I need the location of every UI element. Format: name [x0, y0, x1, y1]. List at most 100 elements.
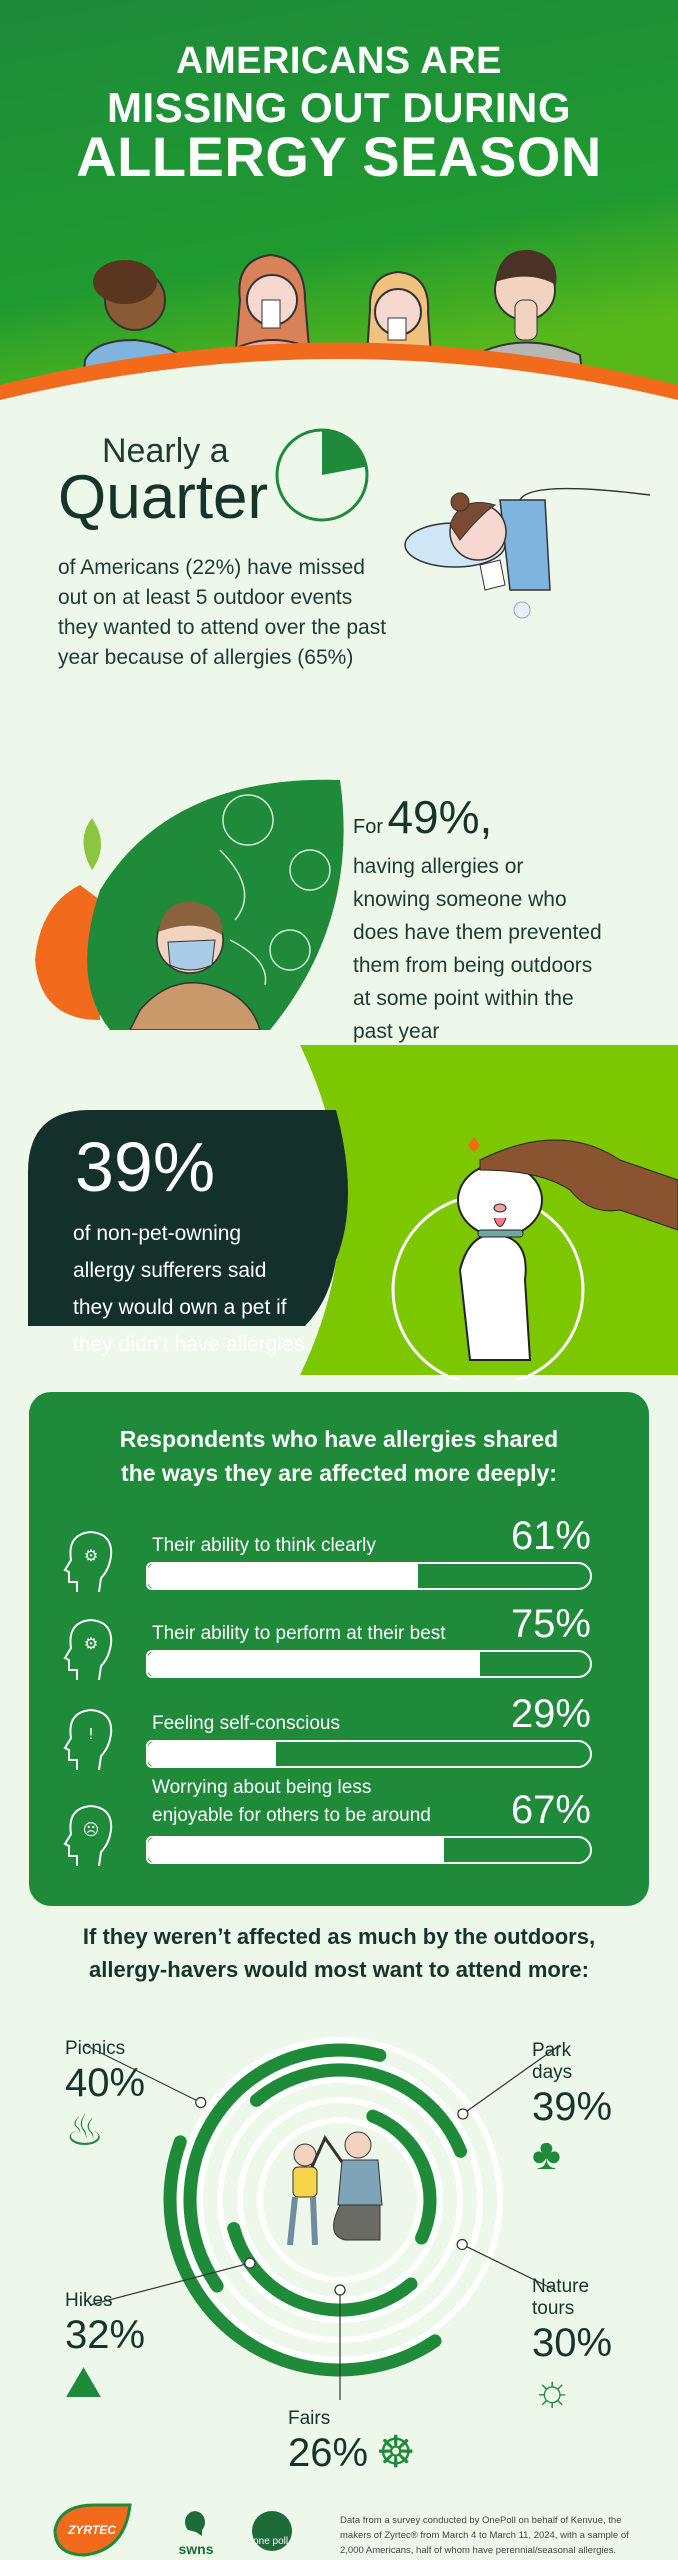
- effect-label: Their ability to think clearly: [152, 1535, 376, 1556]
- zyrtec-logo: ZYRTEC: [53, 2503, 132, 2557]
- pie-wedge: [322, 430, 367, 475]
- activity-label: days: [532, 2062, 573, 2083]
- head-gear-icon: ⚙: [63, 1618, 113, 1681]
- leader-arrow: [462, 2044, 561, 2115]
- effect-progress-bar: [146, 1562, 592, 1590]
- swns-logo: swns: [178, 2511, 214, 2557]
- high-five-illustration: [287, 2131, 383, 2246]
- activity-label: Nature: [532, 2276, 590, 2297]
- outdoors-prefix: For: [353, 816, 383, 838]
- survey-disclaimer: Data from a survey conducted by OnePoll …: [340, 2515, 629, 2556]
- effect-progress-fill: [148, 1838, 445, 1862]
- title-line: Respondents who have allergies shared: [119, 1426, 559, 1452]
- body-line: past year: [353, 1020, 440, 1043]
- activity-percent: 26%: [288, 2431, 369, 2475]
- activities-title: If they weren’t affected as much by the …: [0, 1920, 678, 1986]
- body-line: allergy sufferers said: [73, 1259, 267, 1282]
- effect-progress-bar: [146, 1836, 592, 1864]
- arc-marker-dot: [456, 2238, 468, 2251]
- quarter-intro: Nearly a: [102, 432, 229, 470]
- header-background: [0, 0, 678, 400]
- effect-label-block: Feeling self-conscious: [152, 1710, 340, 1738]
- svg-text:!: !: [89, 1726, 93, 1743]
- allergen-leaf-illustration: [35, 779, 344, 1030]
- arc-marker-dot: [457, 2108, 469, 2120]
- activity-label: Picnics: [65, 2038, 126, 2059]
- body-line: having allergies or: [353, 855, 524, 878]
- dog-illustration: [457, 1137, 678, 1361]
- onepoll-logo: one poll.: [252, 2511, 292, 2551]
- effect-progress-bar: [146, 1740, 592, 1768]
- effect-label: Worrying about being less: [152, 1777, 372, 1798]
- body-line: knowing someone who: [353, 888, 567, 911]
- activity-label: Park: [532, 2040, 572, 2061]
- effect-progress-fill: [148, 1742, 277, 1766]
- activity-percent: 32%: [65, 2313, 146, 2357]
- activity-park-days: Park days 39% ♣: [532, 2040, 612, 2180]
- body-line: out on at least 5 outdoor events: [58, 586, 353, 609]
- body-line: of non-pet-owning: [73, 1222, 242, 1245]
- leader-arrow: [461, 2243, 556, 2291]
- hiker-icon: ⛰: [65, 2358, 102, 2407]
- effect-label: Their ability to perform at their best: [152, 1623, 446, 1644]
- quarter-body: of Americans (22%) have missed out on at…: [58, 553, 386, 673]
- brand-logos: ZYRTEC swns one poll.: [53, 2503, 292, 2557]
- header-banner: AMERICANS ARE MISSING OUT DURING ALLERGY…: [0, 0, 678, 400]
- title-line-2: MISSING OUT DURING: [106, 84, 571, 131]
- head-brain-icon: ⚙: [63, 1530, 113, 1593]
- effects-panel: Respondents who have allergies shared th…: [29, 1392, 649, 1906]
- svg-text:⚙: ⚙: [84, 1548, 98, 1565]
- svg-text:swns: swns: [178, 2541, 213, 2557]
- activity-percent: 39%: [532, 2085, 613, 2129]
- effect-percent: 61%: [510, 1514, 591, 1558]
- title-line: If they weren’t affected as much by the …: [82, 1924, 596, 1949]
- svg-text:ZYRTEC: ZYRTEC: [67, 2523, 116, 2537]
- leader-arrow: [89, 2262, 251, 2306]
- activity-arc: [227, 2221, 418, 2317]
- effect-percent: 29%: [510, 1692, 591, 1736]
- effect-progress-fill: [148, 1652, 480, 1676]
- pets-stat-value: 39%: [75, 1128, 216, 1206]
- activity-rings-chart: [84, 2037, 561, 2400]
- activity-arc: [163, 2135, 442, 2377]
- activity-percent: 30%: [532, 2321, 613, 2365]
- effect-percent: 75%: [510, 1602, 591, 1646]
- ferris-wheel-icon: ☸: [376, 2428, 416, 2477]
- nature-trail-icon: ☼: [532, 2366, 573, 2415]
- body-line: they didn’t have allergies: [73, 1333, 305, 1356]
- activity-arc: [366, 2109, 437, 2245]
- body-line: of Americans (22%) have missed: [58, 556, 365, 579]
- body-line: they would own a pet if: [73, 1296, 287, 1319]
- quarter-pie-icon: [275, 428, 369, 522]
- title-line: allergy-havers would most want to attend…: [89, 1957, 589, 1982]
- activity-percent: 40%: [65, 2061, 146, 2105]
- park-bench-tree-icon: ♣: [532, 2130, 561, 2179]
- svg-text:⚙: ⚙: [84, 1636, 98, 1653]
- activity-picnics: Picnics 40% ♨: [65, 2038, 145, 2156]
- activity-hikes: Hikes 32% ⛰: [65, 2290, 145, 2408]
- activity-label: Hikes: [65, 2290, 113, 2311]
- body-line: at some point within the: [353, 987, 574, 1010]
- activity-arc: [183, 2043, 387, 2293]
- effect-label: enjoyable for others to be around: [152, 1805, 431, 1826]
- outdoors-stat: For 49%,: [353, 790, 492, 844]
- activity-label: Fairs: [288, 2408, 331, 2429]
- effect-label-block: Their ability to think clearly: [152, 1532, 376, 1560]
- head-sad-face-icon: ☹: [63, 1804, 113, 1867]
- svg-text:one poll.: one poll.: [253, 2536, 291, 2547]
- arc-marker-dot: [334, 2284, 346, 2296]
- grill-icon: ♨: [65, 2106, 105, 2155]
- title-line-1: AMERICANS ARE: [176, 40, 502, 82]
- arc-marker-dot: [195, 2096, 207, 2109]
- leader-arrow: [84, 2044, 202, 2104]
- effect-percent: 67%: [510, 1788, 591, 1832]
- body-line: does have them prevented: [353, 921, 602, 944]
- effect-label: Feeling self-conscious: [152, 1713, 340, 1734]
- effects-title: Respondents who have allergies shared th…: [29, 1422, 649, 1490]
- white-ring: [257, 2117, 423, 2283]
- arc-marker-dot: [244, 2257, 256, 2269]
- quarter-headline: Quarter: [58, 463, 269, 532]
- outdoors-stat-value: 49%,: [387, 791, 493, 843]
- outdoors-body: having allergies or knowing someone who …: [353, 850, 602, 1048]
- pet-background: [28, 1045, 678, 1380]
